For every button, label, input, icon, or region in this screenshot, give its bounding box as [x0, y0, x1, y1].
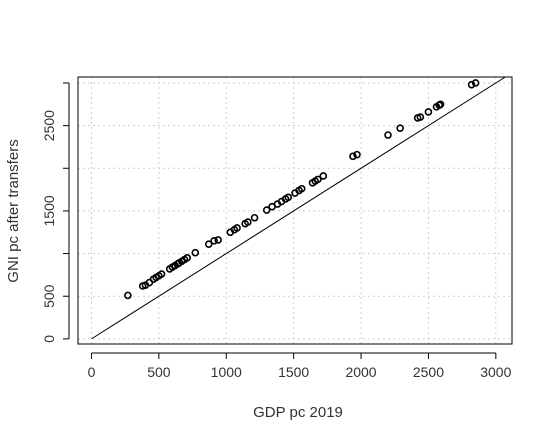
- data-point: [471, 79, 480, 87]
- data-point: [467, 80, 476, 89]
- y-tick-label: 0: [41, 335, 57, 343]
- data-point: [424, 108, 433, 116]
- data-point: [262, 206, 271, 214]
- x-axis-title: GDP pc 2019: [253, 404, 343, 421]
- data-point: [319, 172, 328, 180]
- data-point: [183, 254, 191, 262]
- x-tick-label: 500: [147, 364, 171, 380]
- x-axis: 0 500 1000 1500 2000 2500 3000: [88, 352, 512, 380]
- y-axis: 0 500 1500 2500: [41, 82, 70, 343]
- y-axis-title: GNI pc after transfers: [5, 139, 22, 282]
- x-tick-label: 1000: [211, 364, 242, 380]
- y-tick-label: 1500: [41, 195, 57, 226]
- data-point: [384, 131, 392, 139]
- y-tick-label: 2500: [41, 110, 57, 141]
- data-point: [436, 100, 445, 109]
- data-point: [233, 224, 241, 232]
- grid-layer: [78, 77, 512, 344]
- data-point: [210, 236, 218, 245]
- data-point: [284, 193, 293, 202]
- data-point: [157, 270, 166, 278]
- data-point: [244, 218, 252, 226]
- identity-reference-line: [91, 76, 506, 340]
- reference-line-layer: [91, 76, 506, 340]
- x-tick-label: 0: [88, 364, 96, 380]
- data-point: [353, 150, 361, 159]
- data-point: [204, 240, 213, 248]
- data-point: [349, 152, 357, 161]
- x-tick-label: 2000: [345, 364, 376, 380]
- data-points-layer: [124, 79, 480, 300]
- x-tick-label: 2500: [413, 364, 444, 380]
- data-point: [416, 113, 425, 121]
- data-point: [314, 175, 322, 184]
- plot-frame: [77, 76, 513, 345]
- data-point: [214, 236, 222, 244]
- data-point: [396, 124, 404, 132]
- data-point: [297, 184, 306, 193]
- x-tick-label: 1500: [278, 364, 309, 380]
- data-point: [250, 213, 259, 222]
- y-tick-label: 500: [41, 284, 57, 308]
- data-point: [191, 248, 200, 257]
- data-point: [124, 291, 132, 300]
- x-tick-label: 3000: [480, 364, 511, 380]
